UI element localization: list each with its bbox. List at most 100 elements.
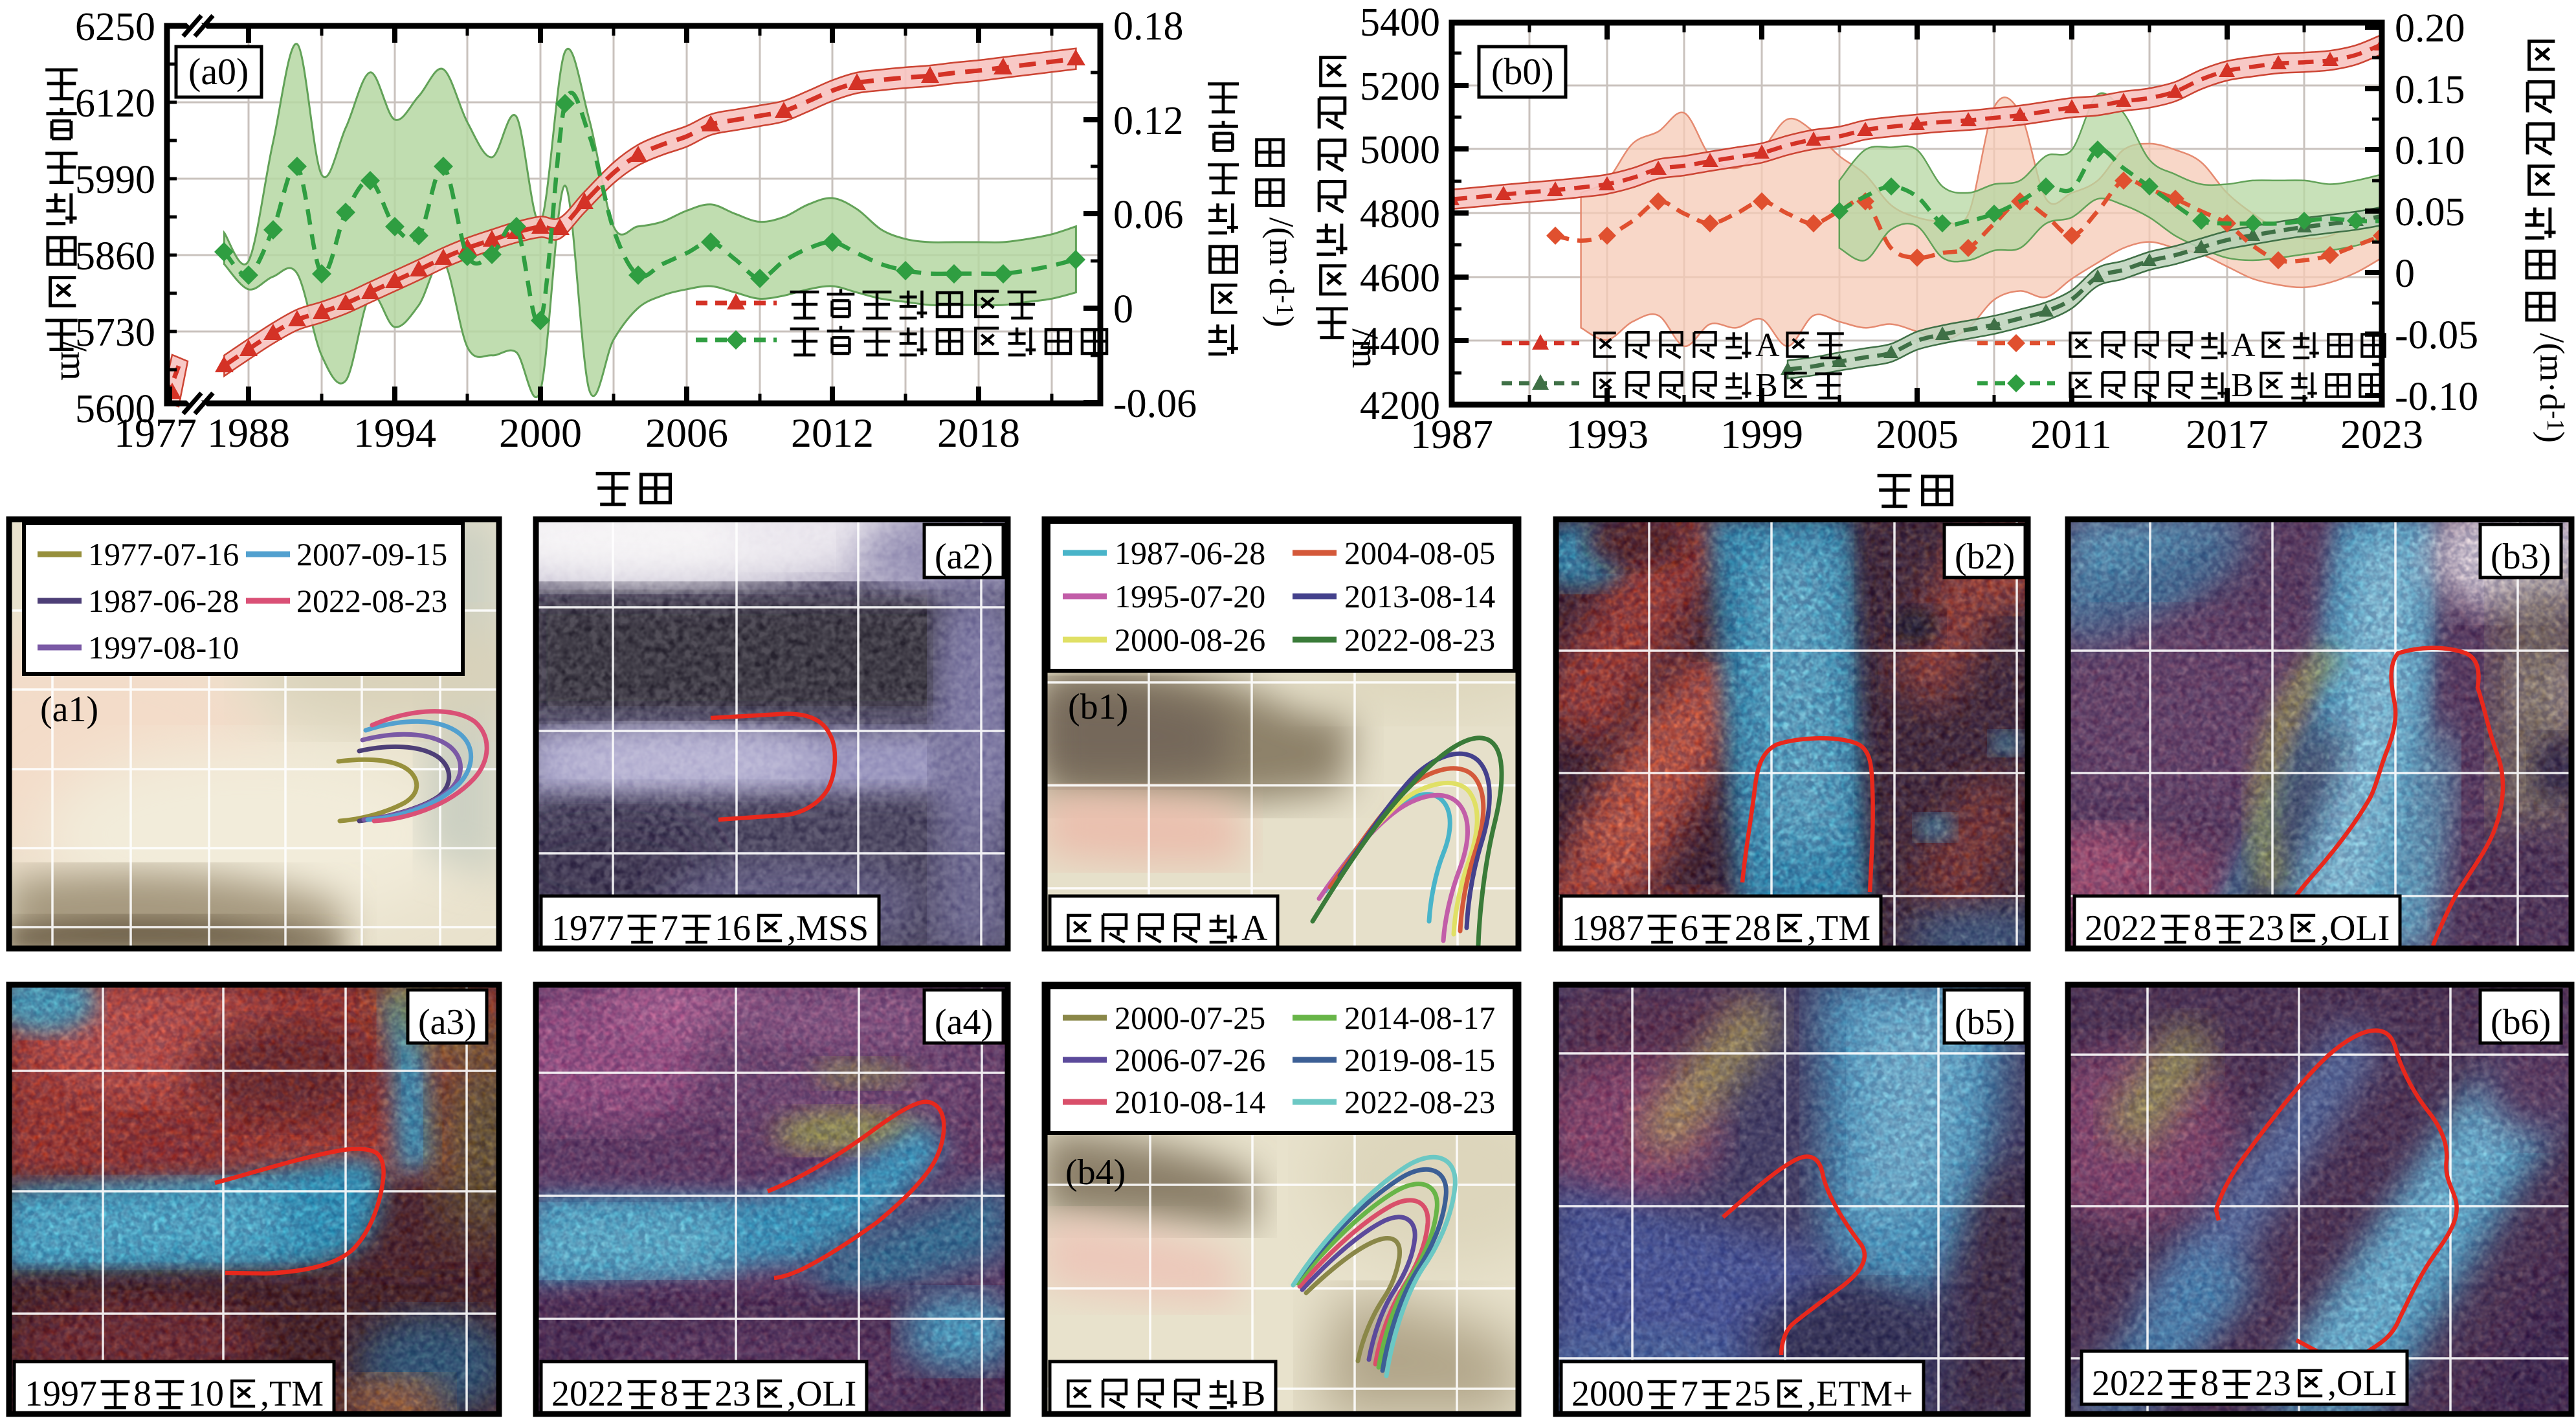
svg-text:6120: 6120 (75, 82, 155, 126)
svg-text:2022-08-23: 2022-08-23 (1344, 1084, 1495, 1120)
svg-text:2000-08-26: 2000-08-26 (1115, 622, 1265, 658)
svg-text:2022: 2022 (2085, 908, 2157, 948)
svg-text:8: 8 (2193, 908, 2212, 948)
svg-text:(b3): (b3) (2491, 537, 2551, 577)
svg-text:1987-06-28: 1987-06-28 (1115, 535, 1265, 571)
svg-text:8: 8 (660, 1374, 678, 1414)
svg-text:2022-08-23: 2022-08-23 (296, 583, 447, 619)
svg-text:2014-08-17: 2014-08-17 (1344, 1000, 1495, 1036)
svg-text:/(m·d-1): /(m·d-1) (2533, 333, 2571, 443)
svg-text:(b5): (b5) (1955, 1002, 2015, 1042)
svg-text:1997: 1997 (25, 1374, 97, 1414)
svg-text:1997-08-10: 1997-08-10 (88, 629, 239, 666)
svg-text:,OLI: ,OLI (787, 1374, 856, 1414)
svg-text:0: 0 (1113, 287, 1133, 331)
svg-text:,ETM+: ,ETM+ (1807, 1374, 1913, 1414)
svg-text:5000: 5000 (1360, 128, 1440, 172)
svg-text:1977: 1977 (551, 908, 624, 948)
svg-text:1988: 1988 (207, 410, 290, 456)
svg-text:2022: 2022 (551, 1374, 624, 1414)
svg-text:(b0): (b0) (1491, 50, 1554, 93)
svg-text:(a2): (a2) (935, 537, 993, 577)
svg-text:(a0): (a0) (188, 50, 249, 93)
svg-text:A: A (1241, 908, 1268, 948)
svg-text:,TM: ,TM (260, 1374, 324, 1414)
svg-text:2019-08-15: 2019-08-15 (1344, 1042, 1495, 1078)
svg-text:2006: 2006 (645, 410, 728, 456)
svg-text:0.06: 0.06 (1113, 193, 1184, 237)
svg-text:B: B (1241, 1374, 1265, 1414)
svg-text:23: 23 (715, 1374, 751, 1414)
svg-text:2023: 2023 (2340, 411, 2423, 457)
svg-text:2011: 2011 (2030, 411, 2112, 457)
svg-text:,OLI: ,OLI (2327, 1363, 2397, 1404)
svg-text:8: 8 (2201, 1363, 2219, 1404)
svg-text:25: 25 (1735, 1374, 1771, 1414)
svg-text:B: B (2231, 367, 2254, 404)
svg-text:/m: /m (53, 341, 95, 381)
svg-text:2018: 2018 (937, 410, 1020, 456)
svg-text:(b2): (b2) (1955, 537, 2015, 577)
svg-text:5860: 5860 (75, 234, 155, 278)
svg-text:8: 8 (133, 1374, 151, 1414)
svg-text:2022-08-23: 2022-08-23 (1344, 622, 1495, 658)
svg-text:4600: 4600 (1360, 256, 1440, 300)
svg-text:,TM: ,TM (1807, 908, 1871, 948)
svg-text:2005: 2005 (1876, 411, 1959, 457)
svg-text:(a3): (a3) (418, 1002, 476, 1042)
svg-text:-0.05: -0.05 (2395, 313, 2478, 357)
svg-text:-0.06: -0.06 (1113, 382, 1197, 426)
svg-text:2000-07-25: 2000-07-25 (1115, 1000, 1265, 1036)
svg-text:4800: 4800 (1360, 192, 1440, 236)
svg-text:1993: 1993 (1566, 411, 1649, 457)
svg-text:1977: 1977 (114, 410, 197, 456)
svg-text:2000: 2000 (499, 410, 582, 456)
svg-text:23: 23 (2248, 908, 2284, 948)
svg-text:5200: 5200 (1360, 65, 1440, 109)
svg-text:5730: 5730 (75, 311, 155, 355)
svg-text:2012: 2012 (791, 410, 874, 456)
svg-text:1995-07-20: 1995-07-20 (1115, 578, 1265, 614)
svg-text:2007-09-15: 2007-09-15 (296, 536, 447, 572)
svg-text:2000: 2000 (1571, 1374, 1644, 1414)
svg-text:(b4): (b4) (1065, 1152, 1126, 1193)
svg-text:0.10: 0.10 (2395, 129, 2465, 173)
svg-text:1987: 1987 (1571, 908, 1644, 948)
svg-text:5990: 5990 (75, 158, 155, 202)
svg-text:-0.10: -0.10 (2395, 375, 2478, 419)
svg-text:0: 0 (2395, 252, 2415, 296)
svg-text:7: 7 (1680, 1374, 1698, 1414)
svg-text:A: A (2231, 327, 2256, 364)
svg-text:4400: 4400 (1360, 320, 1440, 364)
svg-text:2006-07-26: 2006-07-26 (1115, 1042, 1265, 1078)
svg-text:2013-08-14: 2013-08-14 (1344, 578, 1495, 614)
svg-text:/m: /m (1344, 328, 1386, 368)
svg-text:16: 16 (715, 908, 751, 948)
svg-text:23: 23 (2255, 1363, 2291, 1404)
svg-text:7: 7 (660, 908, 678, 948)
svg-text:5400: 5400 (1360, 1, 1440, 45)
svg-text:0.05: 0.05 (2395, 190, 2465, 234)
svg-text:0.18: 0.18 (1113, 5, 1184, 49)
svg-text:5600: 5600 (75, 387, 155, 431)
svg-text:0.20: 0.20 (2395, 6, 2465, 50)
svg-text:,MSS: ,MSS (787, 908, 869, 948)
svg-text:0.15: 0.15 (2395, 68, 2465, 112)
svg-text:28: 28 (1735, 908, 1771, 948)
svg-text:2004-08-05: 2004-08-05 (1344, 535, 1495, 571)
svg-text:2017: 2017 (2186, 411, 2269, 457)
svg-text:6250: 6250 (75, 5, 155, 49)
svg-text:(b1): (b1) (1068, 687, 1128, 727)
svg-text:1987: 1987 (1410, 411, 1493, 457)
svg-text:(a1): (a1) (40, 690, 98, 730)
svg-text:A: A (1755, 327, 1780, 364)
svg-text:1999: 1999 (1720, 411, 1803, 457)
svg-text:B: B (1755, 367, 1778, 404)
svg-text:(a4): (a4) (935, 1002, 993, 1042)
svg-text:1977-07-16: 1977-07-16 (88, 536, 239, 572)
svg-text:6: 6 (1680, 908, 1698, 948)
svg-text:2022: 2022 (2092, 1363, 2164, 1404)
svg-text:1987-06-28: 1987-06-28 (88, 583, 239, 619)
svg-text:2010-08-14: 2010-08-14 (1115, 1084, 1265, 1120)
svg-text:0.12: 0.12 (1113, 99, 1184, 143)
